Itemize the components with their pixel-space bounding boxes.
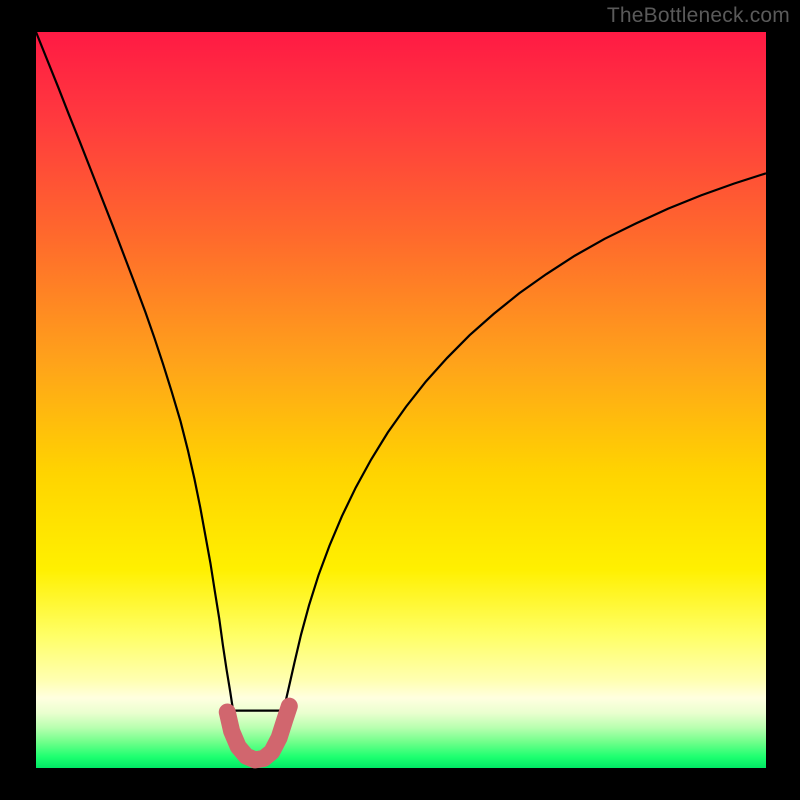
watermark-text: TheBottleneck.com bbox=[607, 4, 790, 28]
bottleneck-chart bbox=[0, 0, 800, 800]
plot-background bbox=[36, 32, 766, 768]
root: TheBottleneck.com bbox=[0, 0, 800, 800]
